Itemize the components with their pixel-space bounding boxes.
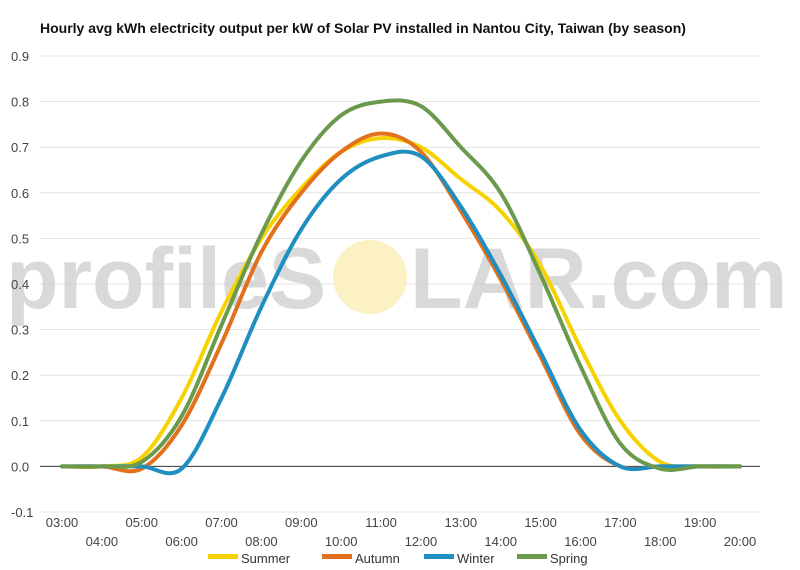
x-tick-label: 12:00 (405, 534, 438, 549)
x-tick-label: 06:00 (165, 534, 198, 549)
x-tick-label: 15:00 (524, 515, 557, 530)
x-tick-label: 04:00 (86, 534, 119, 549)
legend-swatch (424, 554, 454, 559)
x-tick-label: 07:00 (205, 515, 238, 530)
legend-item-autumn[interactable]: Autumn (322, 551, 400, 566)
watermark-sun-icon (333, 240, 407, 314)
x-tick-label: 05:00 (125, 515, 158, 530)
legend-item-winter[interactable]: Winter (424, 551, 495, 566)
x-tick-label: 08:00 (245, 534, 278, 549)
y-tick-label: 0.2 (11, 368, 29, 383)
series-line-summer (60, 135, 742, 470)
y-tick-label: -0.1 (11, 505, 33, 520)
y-axis-ticks: -0.1 0.0 0.1 0.2 0.3 0.4 0.5 0.6 0.7 0.8 0.9 (11, 49, 33, 520)
x-tick-label: 16:00 (564, 534, 597, 549)
y-tick-label: 0.0 (11, 459, 29, 474)
legend-item-summer[interactable]: Summer (208, 551, 291, 566)
legend-label: Winter (457, 551, 495, 566)
y-tick-label: 0.6 (11, 186, 29, 201)
legend-swatch (208, 554, 238, 559)
x-tick-label: 11:00 (365, 515, 397, 530)
legend-label: Summer (241, 551, 291, 566)
x-tick-label: 03:00 (46, 515, 79, 530)
y-tick-label: 0.7 (11, 140, 29, 155)
x-tick-label: 18:00 (644, 534, 677, 549)
series-lines (60, 98, 742, 476)
watermark-text-right: LAR.com (410, 231, 787, 327)
x-tick-label: 13:00 (445, 515, 478, 530)
legend: Summer Autumn Winter Spring (208, 551, 588, 566)
series-line-winter (60, 149, 742, 476)
x-tick-label: 20:00 (724, 534, 757, 549)
x-tick-label: 19:00 (684, 515, 717, 530)
y-tick-label: 0.8 (11, 95, 29, 110)
watermark-text-left: profileS (6, 231, 326, 327)
legend-swatch (517, 554, 547, 559)
legend-swatch (322, 554, 352, 559)
watermark: profileS LAR.com (6, 231, 787, 327)
series-line-spring (60, 98, 742, 472)
x-tick-label: 10:00 (325, 534, 358, 549)
x-tick-label: 17:00 (604, 515, 637, 530)
x-tick-label: 09:00 (285, 515, 318, 530)
legend-item-spring[interactable]: Spring (517, 551, 588, 566)
x-axis-ticks: 03:00 04:00 05:00 06:00 07:00 08:00 09:00 10:00… (46, 515, 757, 549)
legend-label: Spring (550, 551, 588, 566)
y-tick-label: 0.3 (11, 323, 29, 338)
x-tick-label: 14:00 (484, 534, 517, 549)
legend-label: Autumn (355, 551, 400, 566)
chart-title: Hourly avg kWh electricity output per kW… (40, 20, 686, 36)
y-tick-label: 0.9 (11, 49, 29, 64)
y-tick-label: 0.5 (11, 231, 29, 246)
y-tick-label: 0.1 (11, 414, 29, 429)
y-tick-label: 0.4 (11, 277, 29, 292)
